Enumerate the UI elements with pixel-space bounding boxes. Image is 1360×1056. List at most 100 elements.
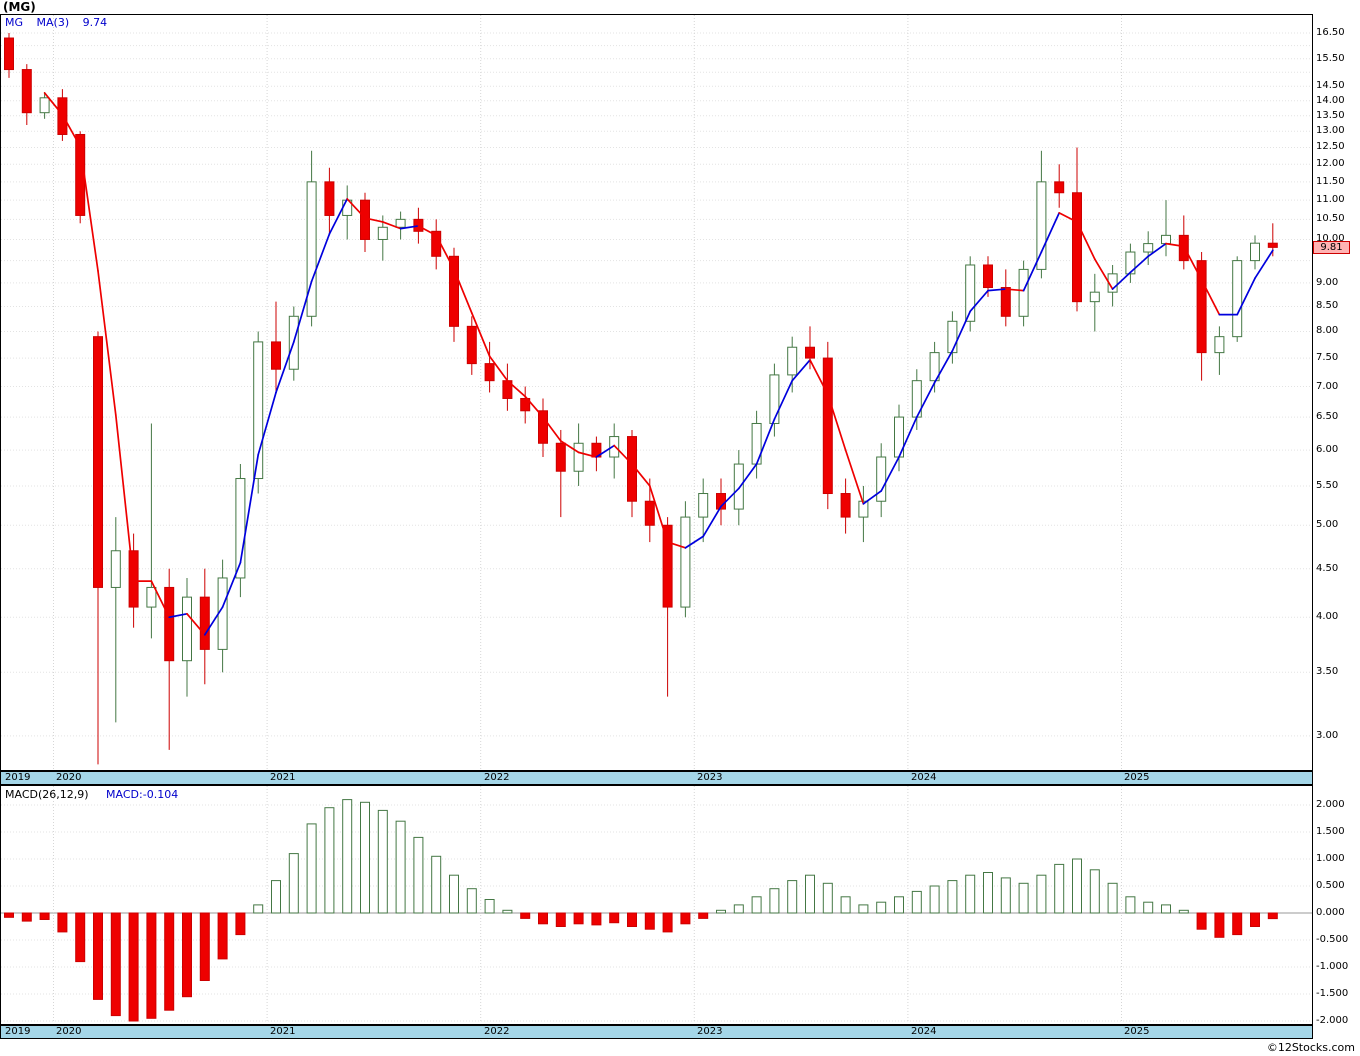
- ma3-line-segment: [969, 289, 989, 313]
- candle-body: [822, 357, 833, 495]
- ma3-line-segment: [1022, 251, 1043, 292]
- candle-body: [4, 37, 14, 71]
- candle-body: [377, 226, 388, 240]
- macd-axis-label: -1.000: [1316, 961, 1349, 972]
- ma3-line-segment: [1200, 279, 1221, 316]
- legend-macd-indicator: MACD(26,12,9): [5, 788, 89, 801]
- candle-body: [698, 493, 709, 518]
- ma3-line-segment: [987, 288, 1007, 292]
- macd-legend: MACD(26,12,9) MACD:-0.104: [5, 788, 188, 801]
- ma3-line-segment: [310, 233, 331, 283]
- price-axis-label: 6.00: [1316, 444, 1339, 456]
- ma3-line-segment: [1111, 271, 1132, 290]
- macd-bar: [217, 912, 228, 960]
- macd-bar: [787, 880, 798, 914]
- price-axis-label: 11.00: [1316, 194, 1345, 206]
- macd-bar: [21, 912, 32, 922]
- macd-bar: [1107, 882, 1118, 914]
- ma3-line-segment: [506, 379, 527, 398]
- macd-bar: [75, 912, 86, 963]
- price-axis-label: 14.50: [1316, 80, 1345, 92]
- candle-body: [787, 346, 798, 376]
- price-axis-label: 12.50: [1316, 141, 1345, 153]
- macd-axis-label: -0.500: [1316, 934, 1349, 945]
- macd-bar: [573, 912, 584, 925]
- ma3-line-segment: [381, 221, 402, 230]
- ma3-line-segment: [97, 270, 117, 416]
- ma3-line-segment: [79, 145, 99, 272]
- ma3-line-segment: [542, 416, 562, 442]
- candle-body: [662, 524, 673, 608]
- price-date-axis: 2019 2020 2021 2022 2023 2024 2025: [0, 771, 1313, 785]
- candle-body: [21, 69, 32, 114]
- site-credit-link[interactable]: ©12Stocks.com: [1266, 1041, 1355, 1054]
- macd-bar: [271, 880, 281, 914]
- price-axis-label: 4.00: [1316, 611, 1339, 623]
- candle-body: [199, 596, 210, 650]
- candle-body: [271, 341, 281, 370]
- macd-bar: [413, 836, 424, 914]
- price-axis-label: 6.50: [1316, 411, 1339, 423]
- macd-axis-label: -2.000: [1316, 1015, 1349, 1026]
- ma3-line-segment: [453, 268, 473, 314]
- price-axis-label: 16.50: [1316, 27, 1345, 38]
- price-axis-label: 7.00: [1316, 380, 1339, 392]
- ma3-line-segment: [168, 612, 188, 619]
- macd-bar: [466, 888, 477, 914]
- candle-body: [929, 352, 940, 382]
- macd-axis-label: 2.000: [1316, 799, 1345, 810]
- candle-body: [1072, 192, 1082, 303]
- price-axis-label: 9.00: [1316, 276, 1339, 288]
- price-axis-label: 8.00: [1316, 325, 1339, 337]
- macd-bar: [1178, 909, 1189, 914]
- ma3-line-segment: [61, 113, 82, 148]
- macd-bar: [1125, 896, 1136, 914]
- macd-bar: [146, 912, 157, 1019]
- macd-bar: [1036, 874, 1047, 914]
- macd-bar: [1196, 912, 1207, 930]
- ma3-line-segment: [292, 280, 313, 343]
- candle-body: [555, 442, 566, 472]
- ma3-line-segment: [524, 395, 544, 418]
- macd-bar: [1000, 877, 1011, 914]
- ma3-line-segment: [862, 490, 883, 505]
- year-label: 2022: [484, 772, 510, 783]
- macd-bar: [1214, 912, 1225, 938]
- legend-ma-value: 9.74: [82, 16, 108, 29]
- ma3-line-segment: [239, 453, 260, 564]
- ma3-line-segment: [1165, 242, 1185, 248]
- ma3-line-segment: [1254, 249, 1274, 280]
- legend-macd-value: MACD:-0.104: [106, 788, 179, 801]
- ma3-line-segment: [666, 541, 687, 549]
- ma3-line-segment: [470, 312, 491, 358]
- macd-bar: [235, 912, 246, 936]
- macd-bar: [662, 912, 673, 933]
- ma3-line-segment: [186, 612, 206, 636]
- candle-body: [965, 264, 976, 322]
- price-candlestick-chart: [0, 14, 1313, 771]
- candle-body: [876, 456, 887, 502]
- ma3-line-segment: [488, 355, 509, 382]
- ma3-line-segment: [346, 198, 366, 219]
- candle-body: [1089, 291, 1100, 303]
- macd-bar: [253, 904, 264, 914]
- macd-bar: [680, 912, 691, 925]
- macd-bar: [324, 807, 335, 914]
- macd-bar: [93, 912, 103, 1000]
- macd-bar: [110, 912, 121, 1017]
- price-axis-label: 5.00: [1316, 519, 1339, 531]
- candle-body: [164, 586, 175, 662]
- ma3-line-segment: [1040, 212, 1061, 253]
- ma3-line-segment: [399, 225, 420, 230]
- candle-body: [146, 586, 157, 608]
- ma3-line-segment: [809, 359, 829, 396]
- price-axis-label: 7.50: [1316, 352, 1339, 364]
- macd-bar: [733, 904, 744, 914]
- price-axis-label: 15.50: [1316, 52, 1345, 64]
- candle-body: [1036, 181, 1047, 270]
- legend-ma-indicator: MA(3): [36, 16, 70, 29]
- year-label: 2023: [697, 772, 723, 783]
- candle-body: [573, 442, 584, 472]
- macd-bar: [1161, 904, 1171, 914]
- price-axis-label: 3.50: [1316, 666, 1339, 678]
